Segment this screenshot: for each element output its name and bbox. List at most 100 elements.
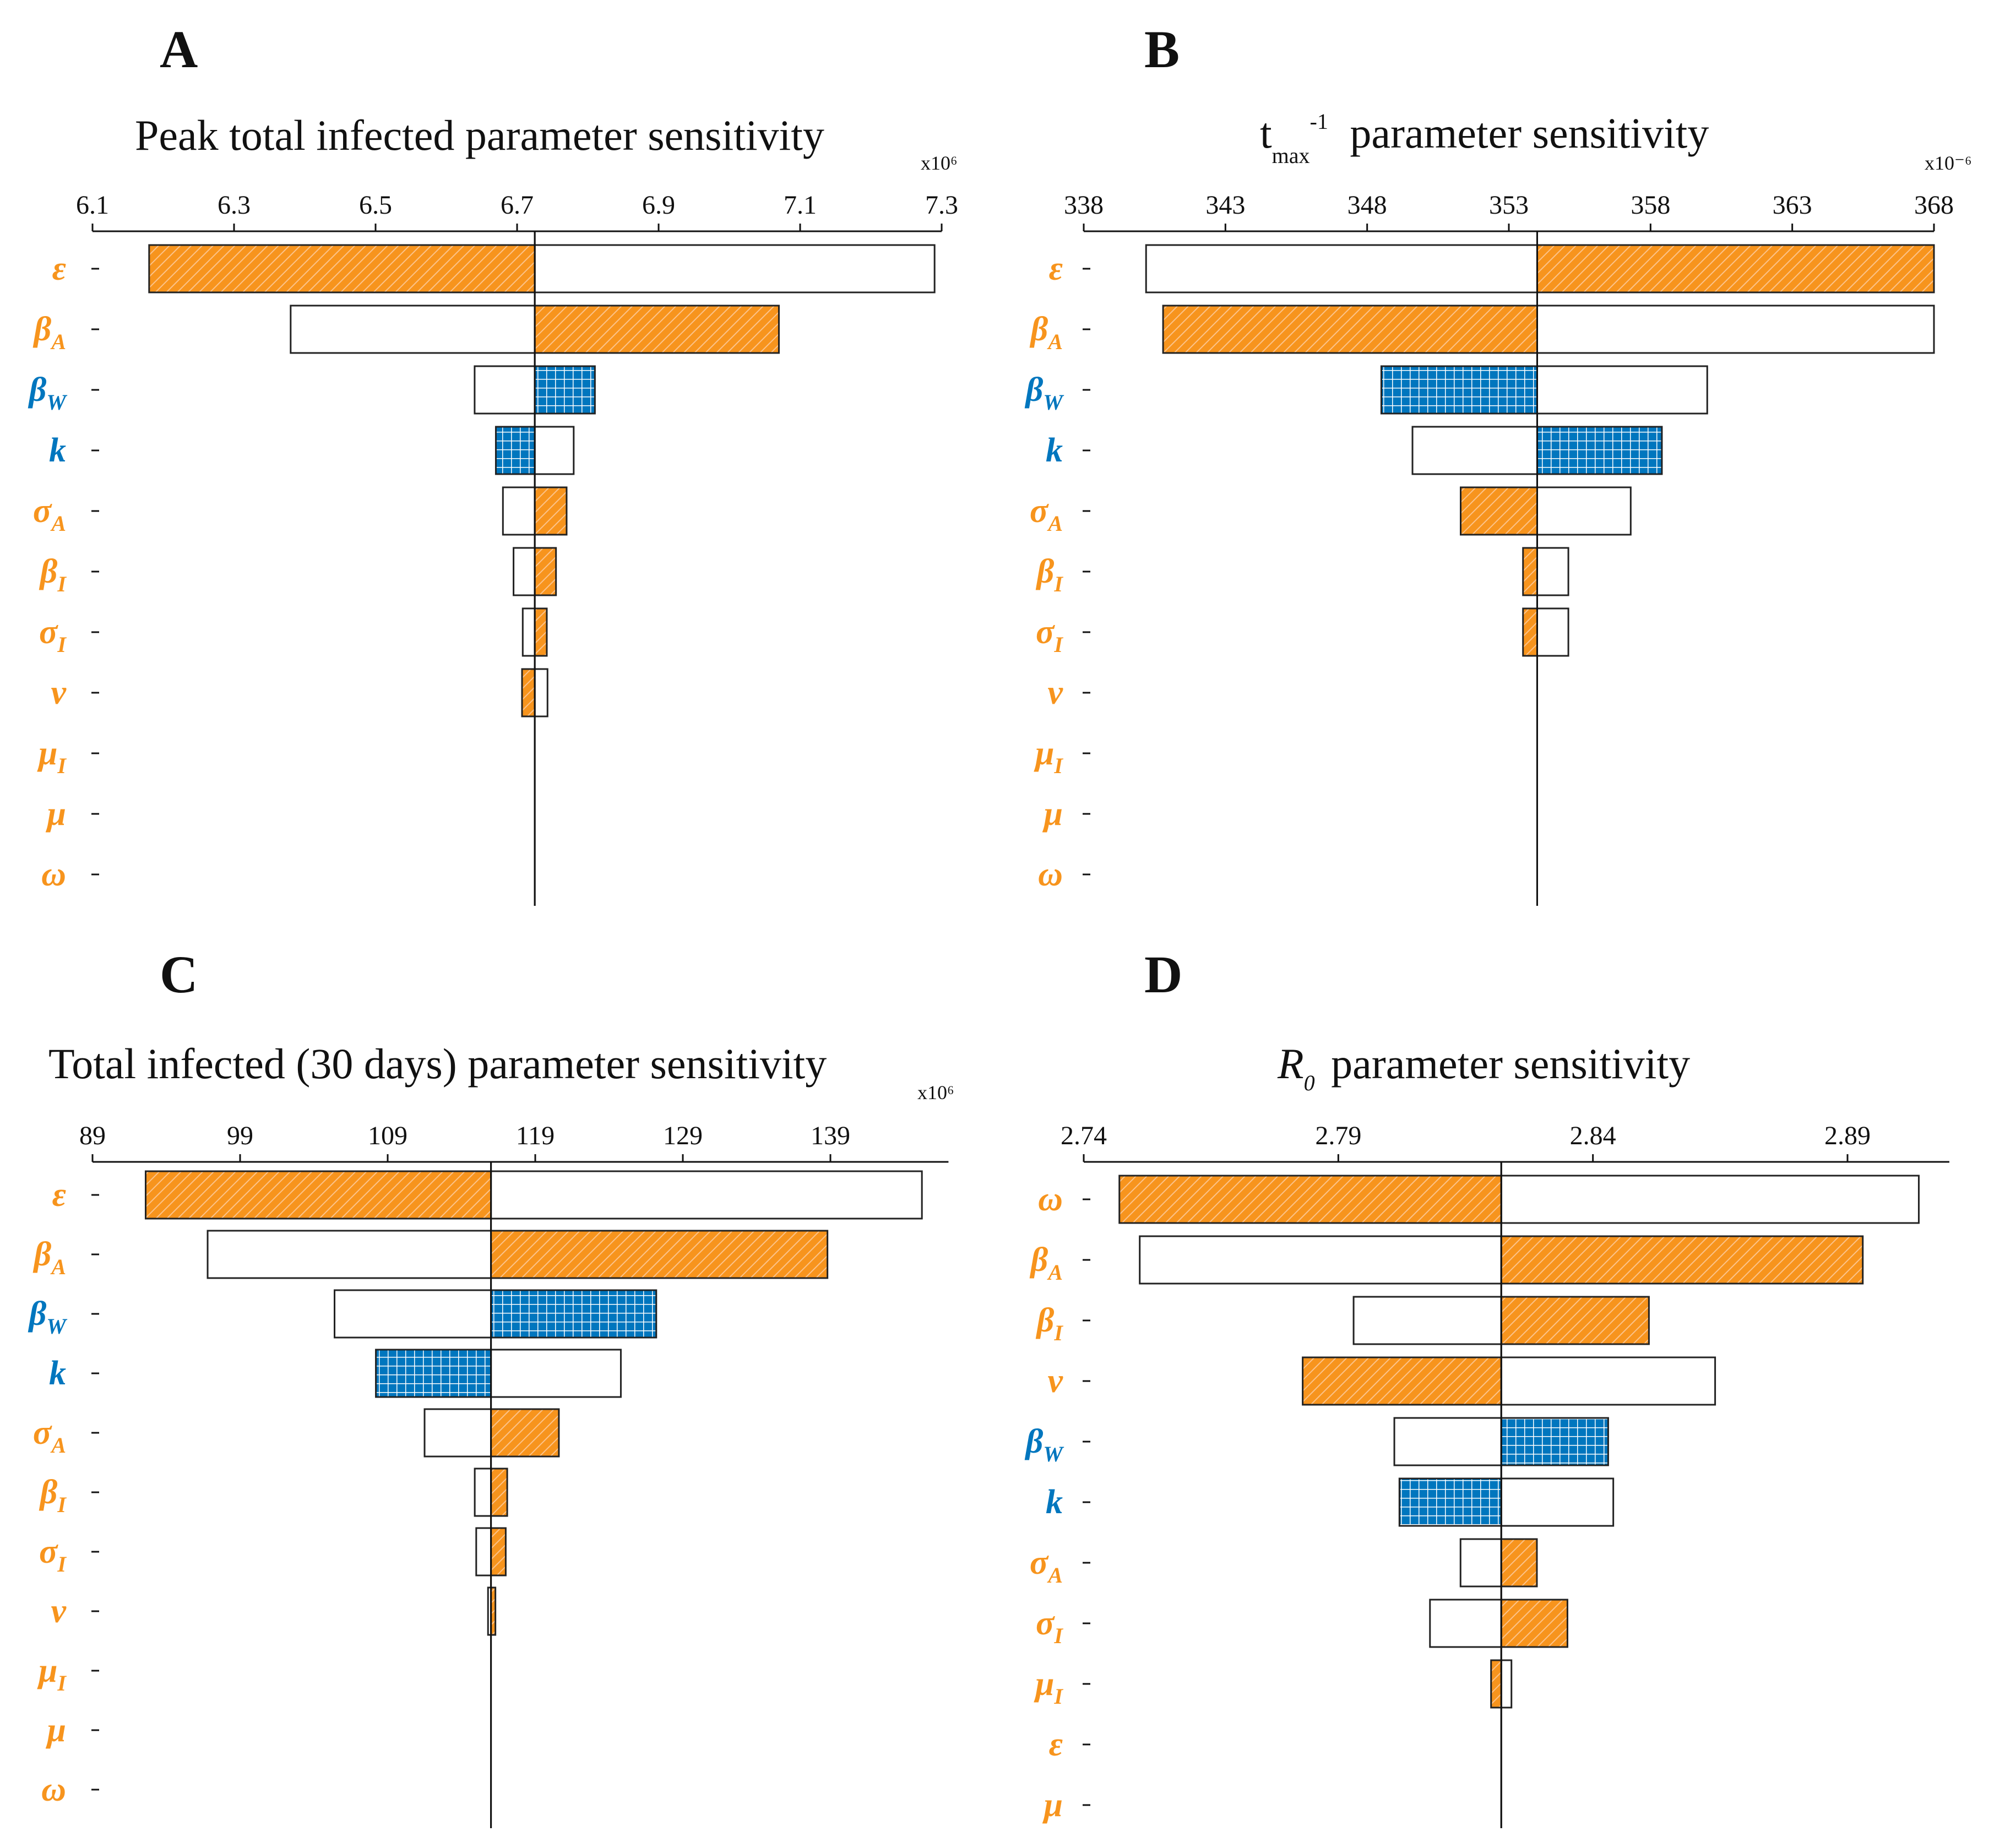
x-tick-label: 353: [1489, 191, 1529, 220]
x-tick-label: 6.7: [501, 191, 534, 220]
parameter-label: σI: [39, 613, 67, 657]
open-bar: [1536, 305, 1935, 354]
filled-bar: [1118, 1175, 1502, 1224]
parameter-label: ε: [1049, 1726, 1063, 1763]
open-bar: [490, 1170, 923, 1220]
parameter-label: ω: [41, 1771, 66, 1808]
parameter-label: βW: [28, 1295, 68, 1339]
open-bar: [474, 365, 536, 415]
parameter-label: μI: [1034, 735, 1063, 778]
open-bar: [1459, 1538, 1502, 1588]
filled-bar: [534, 486, 568, 536]
panel-title-b: tmax-1 parameter sensitivity: [1260, 109, 1709, 168]
panel-letter-d: D: [1144, 945, 1182, 1004]
open-bar: [534, 426, 575, 475]
x-tick-label: 2.79: [1315, 1121, 1361, 1150]
panel-c: C Total infected (30 days) parameter sen…: [28, 945, 954, 1828]
open-bar: [534, 668, 548, 718]
parameter-label: βI: [1036, 553, 1064, 596]
parameter-label: μ: [46, 795, 66, 833]
x-tick-label: 363: [1773, 191, 1812, 220]
panel-title-d: R0 parameter sensitivity: [1277, 1040, 1690, 1095]
x-tick-label: 2.74: [1061, 1121, 1107, 1150]
parameter-label: ε: [52, 250, 66, 287]
filled-bar: [534, 365, 596, 415]
panel-d: D R0 parameter sensitivity 2.74 2.79 2.84 2…: [1025, 945, 1949, 1828]
filled-bar: [1500, 1538, 1538, 1588]
filled-bar: [490, 1408, 560, 1458]
title-b-rest: parameter sensitivity: [1339, 109, 1709, 157]
parameter-label: k: [49, 432, 66, 469]
open-bar: [423, 1408, 492, 1458]
open-bar: [1500, 1175, 1920, 1224]
filled-bar: [1460, 486, 1538, 536]
x-tick-label: 338: [1064, 191, 1104, 220]
open-bar: [502, 486, 536, 536]
filled-bar: [1380, 365, 1538, 415]
parameter-label: βI: [39, 553, 67, 596]
open-bar: [1145, 244, 1538, 293]
x-tick-label: 7.3: [925, 191, 958, 220]
filled-bar: [1536, 426, 1663, 475]
filled-bar: [1500, 1235, 1864, 1285]
open-bar: [207, 1230, 492, 1279]
x-tick-label: 2.89: [1824, 1121, 1871, 1150]
parameter-label: βI: [39, 1474, 67, 1517]
x-tick-label: 7.1: [784, 191, 817, 220]
filled-bar: [490, 1289, 658, 1339]
filled-bar: [1490, 1659, 1502, 1709]
title-d-sub: 0: [1304, 1070, 1315, 1095]
parameter-label: μI: [1034, 1665, 1063, 1709]
open-bar: [1536, 486, 1632, 536]
open-bar: [521, 607, 536, 657]
filled-bar: [1302, 1356, 1502, 1406]
filled-bar: [1500, 1417, 1609, 1466]
open-bar: [1500, 1477, 1615, 1527]
filled-bar: [490, 1527, 507, 1577]
filled-bar: [534, 305, 780, 354]
filled-bar: [490, 1467, 508, 1517]
open-bar: [1536, 547, 1569, 596]
filled-bar: [1500, 1296, 1650, 1345]
parameter-label: ε: [52, 1176, 66, 1214]
parameter-label: βA: [1030, 311, 1063, 354]
parameter-label: ω: [41, 856, 66, 893]
x-tick-label: 6.3: [218, 191, 251, 220]
panel-a: A Peak total infected parameter sensitiv…: [28, 20, 958, 906]
parameter-label: μI: [37, 1652, 67, 1695]
parameter-label: ν: [51, 1592, 67, 1630]
parameter-label: σA: [33, 492, 66, 536]
x-tick-label: 109: [368, 1121, 407, 1150]
panel-letter-c: C: [160, 945, 198, 1004]
x-tick-label: 99: [227, 1121, 253, 1150]
filled-bar: [1162, 305, 1538, 354]
x-tick-label: 368: [1914, 191, 1954, 220]
filled-bar: [490, 1230, 829, 1279]
x-tick-label: 2.84: [1570, 1121, 1616, 1150]
open-bar: [1352, 1296, 1502, 1345]
x-tick-label: 358: [1631, 191, 1670, 220]
filled-bar: [1522, 607, 1538, 657]
plot-b: 338 343 348 353 358 363 368 ε βA βW k σA βI σI ν μI μω: [1025, 191, 1954, 906]
parameter-label: σA: [1030, 492, 1063, 536]
parameter-label: σI: [1036, 613, 1063, 657]
x-tick-label: 89: [79, 1121, 106, 1150]
parameter-label: βA: [1030, 1241, 1063, 1285]
panel-letter-a: A: [160, 20, 198, 79]
parameter-label: σI: [39, 1533, 67, 1577]
title-b-main: t: [1260, 109, 1272, 157]
parameter-label: μ: [1042, 795, 1063, 833]
scale-label-b: x10⁻⁶: [1925, 152, 1972, 174]
filled-bar: [148, 244, 536, 293]
parameter-label: σA: [1030, 1544, 1063, 1588]
x-tick-label: 6.1: [76, 191, 109, 220]
panel-title-c: Total infected (30 days) parameter sensi…: [48, 1040, 827, 1088]
plot-a: 6.1 6.3 6.5 6.7 6.9 7.1 7.3 ε βA βW k σA βI σI ν μI μω: [28, 191, 958, 906]
parameter-label: ε: [1049, 250, 1063, 287]
parameter-label: ω: [1038, 856, 1063, 893]
open-bar: [1429, 1599, 1502, 1648]
filled-bar: [1398, 1477, 1502, 1527]
open-bar: [290, 305, 536, 354]
parameter-label: βW: [1025, 1423, 1064, 1466]
